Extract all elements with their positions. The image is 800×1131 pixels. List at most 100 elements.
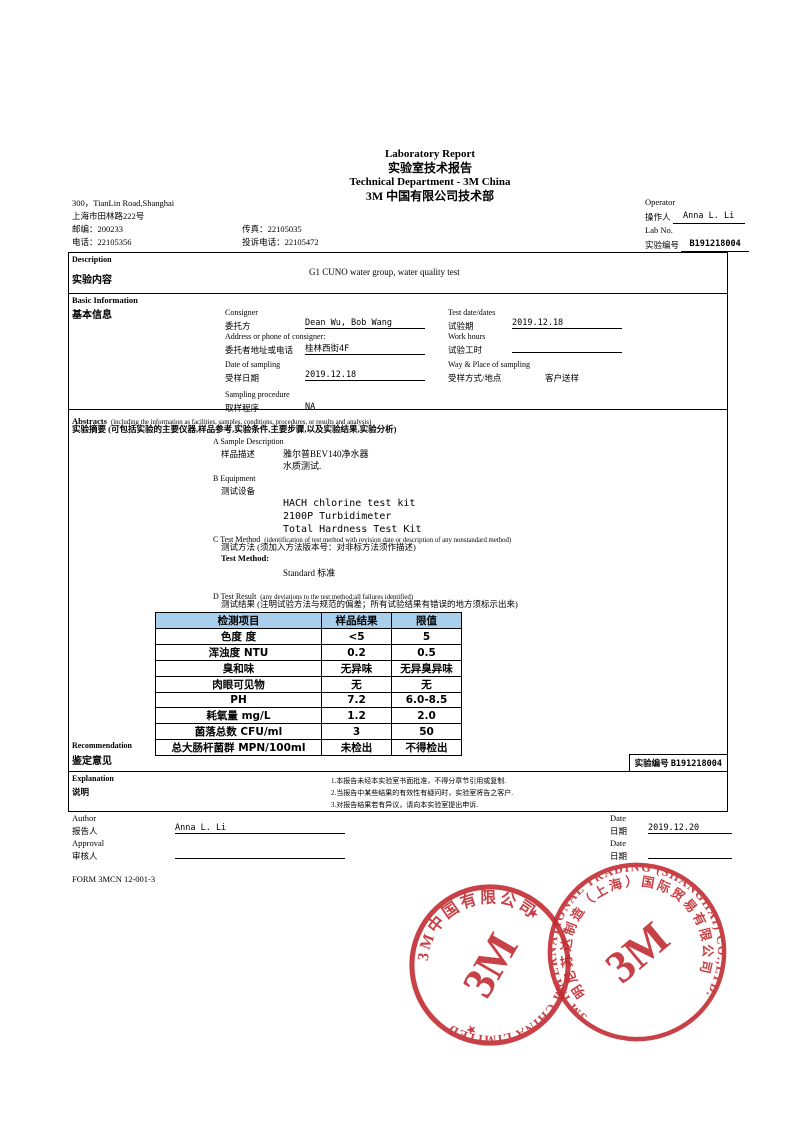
col-header-limit: 限值	[391, 612, 462, 629]
section-basic-info: Basic Information 基本信息 Consigner 委托方 Dea…	[69, 293, 727, 413]
cell-item: 肉眼可见物	[155, 676, 322, 693]
explanation-label-zh: 说明	[72, 787, 90, 797]
company-stamp-3m-china: 3M中国有限公司 3M CHINA LIMITED ★ ★ 3M	[397, 867, 583, 1066]
equipment-label-en: B Equipment	[213, 474, 256, 483]
work-hours-label-en: Work hours	[448, 332, 486, 341]
method-label-en-note: (identification of test method with revi…	[264, 537, 512, 544]
cell-limit: 不得检出	[391, 739, 462, 756]
contact-block: 300，TianLin Road,Shanghai 上海市田林路222号 邮编：…	[72, 197, 442, 249]
cell-limit: 50	[391, 723, 462, 740]
cell-result: 无异味	[321, 660, 392, 677]
operator-block: Operator 操作人 Anna L. Li Lab No. 实验编号 B19…	[645, 196, 765, 252]
cell-item: 总大肠杆菌群 MPN/100ml	[155, 739, 322, 756]
cell-item: 菌落总数 CFU/ml	[155, 723, 322, 740]
author-label-en: Author	[72, 813, 97, 823]
abstracts-label-en-note: (including the information as facilities…	[110, 419, 372, 426]
report-subtitle-en: Technical Department - 3M China	[349, 176, 511, 188]
explanation-label-en: Explanation	[72, 774, 114, 783]
test-date-label-zh: 试验期	[448, 321, 474, 331]
description-label-en: Description	[72, 255, 112, 264]
result-label-en-row: D Test Result (any deviations to the tes…	[213, 586, 413, 604]
cell-result: <5	[321, 628, 392, 645]
tel-value: 22105356	[97, 237, 132, 247]
explanation-line: 2.当报告中某些结果的有效性有疑问时，实验室将告之客户.	[331, 789, 513, 797]
operator-row: 操作人 Anna L. Li	[645, 210, 765, 224]
fax-label: 传真：	[242, 224, 268, 234]
lab-no-value: B191218004	[681, 238, 750, 252]
stamp-3m-logo: 3M	[452, 925, 528, 1006]
stamp-3m-logo: 3M	[595, 911, 678, 992]
work-hours-value	[512, 342, 622, 353]
equipment-item: Total Hardness Test Kit	[283, 524, 422, 535]
lab-no-label-en: Lab No.	[645, 225, 673, 235]
recommendation-label-en: Recommendation	[72, 741, 132, 750]
contact-row-tel-complaint: 电话：22105356 投诉电话：22105472	[72, 236, 442, 249]
operator-label-zh: 操作人	[645, 211, 671, 222]
cell-limit: 无异臭异味	[391, 660, 462, 677]
cell-result: 7.2	[321, 692, 392, 708]
procedure-label-en: Sampling procedure	[225, 390, 290, 399]
cell-item: 臭和味	[155, 660, 322, 677]
section-abstracts: Abstracts (including the information as …	[69, 409, 727, 756]
contact-row-zip-fax: 邮编：200233 传真：22105035	[72, 223, 442, 236]
consigner-label-zh: 委托方	[225, 321, 251, 331]
lab-no-label-zh: 实验编号	[645, 239, 680, 250]
report-subtitle-zh: 3M 中国有限公司技术部	[365, 189, 495, 203]
lab-no-row: 实验编号 B191218004	[645, 238, 765, 252]
basic-info-label-en: Basic Information	[72, 295, 138, 305]
method-label-en: C Test Method	[213, 535, 261, 544]
explanation-lines: 1.本报告未经本实验室书面批准，不得分章节引用或复制. 2.当报告中某些结果的有…	[331, 775, 513, 811]
approval-date-label-en: Date	[610, 838, 627, 848]
abstracts-label-en-row: Abstracts (including the information as …	[72, 411, 371, 429]
method-value: Standard 标准	[283, 568, 336, 578]
basic-info-label-zh: 基本信息	[72, 310, 112, 321]
cell-result: 无	[321, 676, 392, 693]
sampling-date-label-zh: 受样日期	[225, 373, 260, 383]
equipment-item: 2100P Turbidimeter	[283, 511, 392, 522]
table-row: 菌落总数 CFU/ml 3 50	[155, 723, 462, 740]
consigner-label-en: Consigner	[225, 308, 258, 317]
col-header-result: 样品结果	[321, 612, 392, 629]
equipment-list: HACH chlorine test kit 2100P Turbidimete…	[283, 497, 421, 536]
description-label-zh: 实验内容	[72, 275, 112, 286]
cell-item: 色度 度	[155, 628, 322, 645]
lab-no-box-label: 实验编号	[634, 758, 669, 768]
abstracts-label-en: Abstracts	[72, 416, 107, 426]
lab-no-box: 实验编号 B191218004	[628, 754, 728, 772]
cell-result: 0.2	[321, 644, 392, 661]
table-row: 浑浊度 NTU 0.2 0.5	[155, 644, 462, 661]
cell-result: 3	[321, 723, 392, 740]
contact-address-zh: 上海市田林路222号	[72, 211, 145, 221]
abstracts-label-zh: 实验摘要 (可包括实验的主要仪器,样品参考,实验条件,主要步骤,以及实验结果,实…	[72, 424, 397, 434]
approval-name	[175, 848, 345, 859]
consigner-address-value: 桂林西街4F	[305, 342, 425, 355]
equipment-label-zh: 测试设备	[221, 486, 256, 496]
report-title-en: Laboratory Report	[384, 148, 476, 160]
cell-item: PH	[155, 692, 322, 708]
sample-desc-label-en: A Sample Description	[213, 437, 284, 446]
table-row: 肉眼可见物无无	[155, 676, 462, 693]
sampling-date-value: 2019.12.18	[305, 370, 425, 381]
complaint-value: 22105472	[284, 237, 319, 247]
method-label-en-row: C Test Method (identification of test me…	[213, 529, 511, 547]
approval-date-label-zh: 日期	[610, 851, 628, 861]
description-value: G1 CUNO water group, water quality test	[309, 267, 460, 277]
cell-limit: 6.0-8.5	[391, 692, 462, 708]
main-box: Description 实验内容 G1 CUNO water group, wa…	[68, 252, 728, 812]
sample-desc-line2: 水质测试.	[283, 461, 322, 471]
test-date-label-en: Test date/dates	[448, 308, 496, 317]
procedure-label-zh: 取样程序	[225, 403, 260, 413]
sampling-way-label-zh: 受样方式/地点	[448, 373, 502, 383]
sample-desc-label-zh: 样品描述	[221, 449, 256, 459]
report-title-zh: 实验室技术报告	[387, 161, 472, 175]
sampling-way-label-en: Way & Place of sampling	[448, 360, 531, 369]
approval-label-en: Approval	[72, 838, 105, 848]
form-number: FORM 3MCN 12-001-3	[72, 874, 156, 884]
work-hours-label-zh: 试验工时	[448, 345, 483, 355]
recommendation-label-zh: 鉴定意见	[72, 756, 112, 767]
section-explanation: Explanation 说明 1.本报告未经本实验室书面批准，不得分章节引用或复…	[69, 771, 727, 811]
cell-result: 1.2	[321, 707, 392, 724]
table-header-row: 检测项目 样品结果 限值	[155, 612, 462, 629]
lab-no-box-value: B191218004	[670, 759, 722, 769]
consigner-address-label-zh: 委托者地址或电话	[225, 345, 294, 355]
